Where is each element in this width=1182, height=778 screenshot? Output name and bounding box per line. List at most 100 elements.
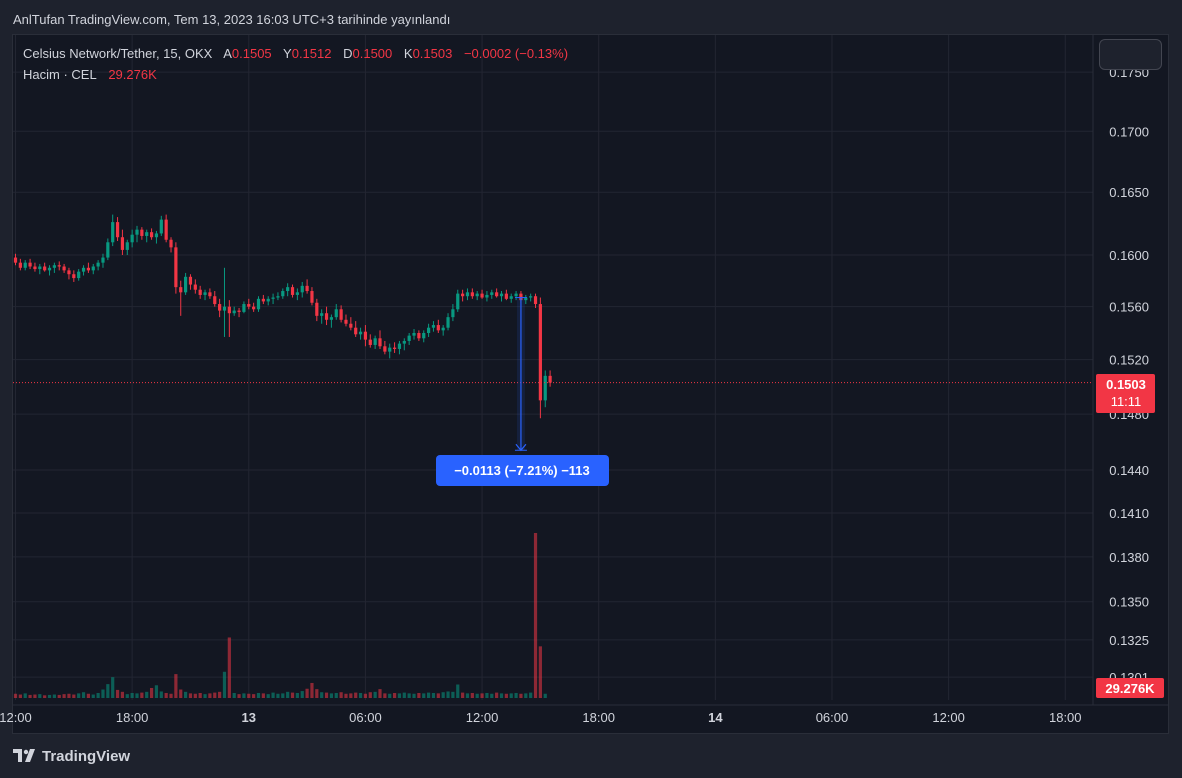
volume-bar: [101, 689, 105, 698]
time-tick-label: 06:00: [349, 710, 382, 725]
volume-bar: [222, 671, 227, 698]
volume-bar: [81, 692, 86, 698]
candle-body: [461, 293, 465, 297]
volume-bar: [490, 693, 494, 698]
volume-bar: [213, 692, 217, 698]
volume-bar: [334, 692, 338, 698]
legend-open-value: 0.1505: [231, 46, 272, 61]
volume-bars: [13, 533, 547, 698]
volume-bar: [354, 692, 358, 698]
candle-body: [397, 343, 402, 349]
candle-body: [13, 257, 18, 263]
volume-bar: [368, 692, 372, 698]
chart-toolbar-box[interactable]: [1099, 39, 1162, 70]
candle-body: [237, 310, 241, 312]
legend-high-label: Y: [283, 46, 292, 61]
candle-body: [373, 338, 377, 345]
footer-brand[interactable]: TradingView: [13, 746, 130, 766]
volume-bar: [198, 692, 202, 698]
candle-body: [417, 332, 421, 339]
legend-change-value: −0.0002 (−0.13%): [463, 46, 569, 61]
volume-bar: [344, 693, 348, 698]
volume-bar: [533, 533, 538, 698]
candle-body: [538, 304, 542, 401]
candle-body: [354, 327, 358, 335]
volume-bar: [188, 693, 193, 698]
candle-body: [407, 335, 411, 341]
volume-bar: [509, 693, 513, 698]
time-tick-label: 06:00: [816, 710, 849, 725]
volume-bar: [461, 692, 465, 698]
candle-body: [300, 285, 304, 293]
volume-bar: [276, 693, 280, 698]
candle-body: [548, 375, 552, 383]
volume-bar: [422, 693, 426, 698]
candle-body: [305, 285, 309, 292]
candle-body: [232, 310, 236, 314]
legend-low-label: D: [343, 46, 353, 61]
volume-bar: [378, 689, 382, 698]
volume-bar: [86, 693, 90, 698]
volume-bar: [120, 691, 125, 698]
volume-bar: [256, 692, 261, 698]
volume-bar: [349, 693, 353, 698]
volume-bar: [174, 674, 178, 698]
volume-bar: [77, 693, 81, 698]
volume-bar: [407, 693, 411, 698]
candle-body: [72, 274, 76, 279]
candle-body: [334, 309, 338, 318]
candle-body: [509, 296, 513, 299]
candle-body: [145, 232, 149, 236]
candle-body: [266, 298, 270, 302]
volume-bar: [436, 693, 440, 698]
candle-body: [140, 229, 144, 236]
candle-body: [18, 262, 22, 268]
candle-body: [436, 325, 440, 331]
volume-bar: [402, 692, 406, 698]
volume-bar: [135, 693, 139, 698]
candle-body: [295, 292, 299, 295]
candle-body: [392, 347, 397, 349]
volume-bar: [33, 694, 37, 698]
tradingview-logo-icon: [13, 749, 35, 762]
last-price-badge-value: 0.1503: [1106, 377, 1146, 392]
volume-bar: [543, 693, 547, 698]
time-tick-label: 12:00: [466, 710, 499, 725]
chart-axes: 0.17500.17000.16500.16000.15600.15200.14…: [0, 35, 1168, 725]
volume-bar: [179, 689, 183, 698]
chart-overlays: −0.0113 (−7.21%) −113: [13, 297, 1093, 486]
legend-high-value: 0.1512: [291, 46, 332, 61]
volume-bar: [159, 691, 163, 698]
volume-bar: [475, 693, 479, 698]
measure-label-text: −0.0113 (−7.21%) −113: [454, 463, 590, 478]
candle-body: [111, 222, 115, 243]
candle-body: [339, 309, 343, 320]
last-price-badge: [1096, 374, 1155, 413]
candle-body: [378, 338, 382, 347]
volume-bar: [392, 692, 397, 698]
candle-body: [33, 266, 37, 270]
candlestick-series: [13, 214, 552, 419]
candle-body: [125, 242, 129, 250]
candle-body: [519, 293, 523, 301]
volume-bar: [242, 693, 246, 698]
volume-bar: [208, 693, 212, 698]
volume-bar: [514, 692, 518, 698]
volume-bar: [125, 694, 129, 698]
candle-body: [480, 293, 484, 298]
candle-body: [81, 267, 86, 272]
chart-frame[interactable]: [12, 34, 1169, 734]
time-tick-label: 13: [242, 710, 256, 725]
price-tick-label: 0.1650: [1109, 185, 1149, 200]
volume-bar: [363, 693, 368, 698]
volume-bar: [23, 693, 27, 698]
legend-close-value: 0.1503: [412, 46, 453, 61]
candle-body: [130, 234, 134, 243]
candle-body: [252, 306, 256, 310]
legend-volume-label[interactable]: Hacim · CEL: [23, 67, 97, 82]
legend-symbol[interactable]: Celsius Network/Tether, 15, OKX: [23, 46, 213, 61]
volume-bar: [62, 694, 66, 698]
candle-body: [529, 296, 533, 298]
price-tick-label: 0.1410: [1109, 506, 1149, 521]
